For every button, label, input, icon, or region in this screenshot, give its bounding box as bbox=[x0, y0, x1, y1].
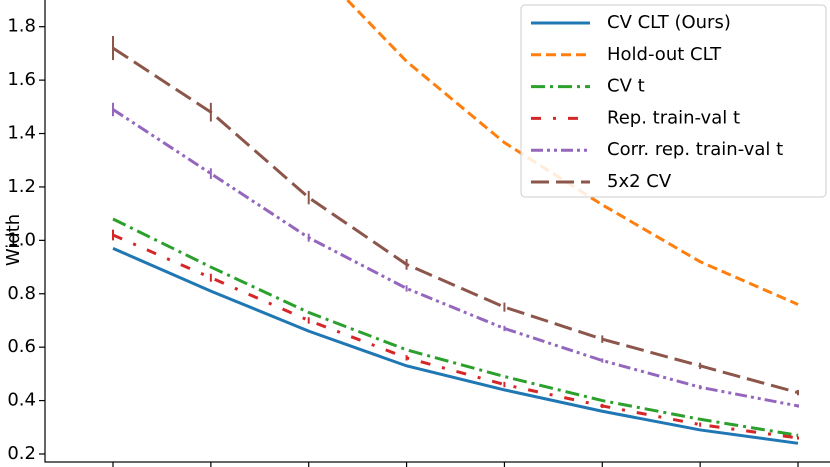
y-axis-label: Width bbox=[3, 214, 24, 266]
legend-box bbox=[520, 4, 827, 198]
legend-label: 5x2 CV bbox=[607, 171, 672, 192]
legend-label: CV t bbox=[607, 76, 645, 97]
legend-label: Rep. train-val t bbox=[607, 107, 740, 128]
legend: CV CLT (Ours) Hold-out CLT CV t Rep. train-… bbox=[520, 4, 827, 198]
legend-label: Corr. rep. train-val t bbox=[607, 139, 783, 160]
y-tick-label: 1.6 bbox=[7, 69, 36, 90]
series-line bbox=[345, 0, 799, 306]
y-tick-label: 1.0 bbox=[7, 229, 36, 250]
y-tick-label: 0.6 bbox=[7, 336, 36, 357]
series-line bbox=[112, 46, 799, 395]
y-tick-label: 1.2 bbox=[7, 176, 36, 197]
axes-frame bbox=[44, 0, 830, 463]
series-line bbox=[112, 233, 799, 440]
y-tick-label: 0.2 bbox=[7, 443, 36, 464]
plot-area bbox=[112, 0, 799, 445]
y-tick-label: 0.4 bbox=[7, 390, 36, 411]
legend-label: Hold-out CLT bbox=[607, 44, 722, 65]
y-tick-label: 1.4 bbox=[7, 123, 36, 144]
legend-label: CV CLT (Ours) bbox=[607, 12, 731, 33]
series-line bbox=[112, 217, 799, 437]
series-line bbox=[112, 246, 799, 445]
series-line bbox=[112, 108, 799, 408]
y-tick-label: 1.8 bbox=[7, 16, 36, 37]
y-tick-label: 0.8 bbox=[7, 283, 36, 304]
